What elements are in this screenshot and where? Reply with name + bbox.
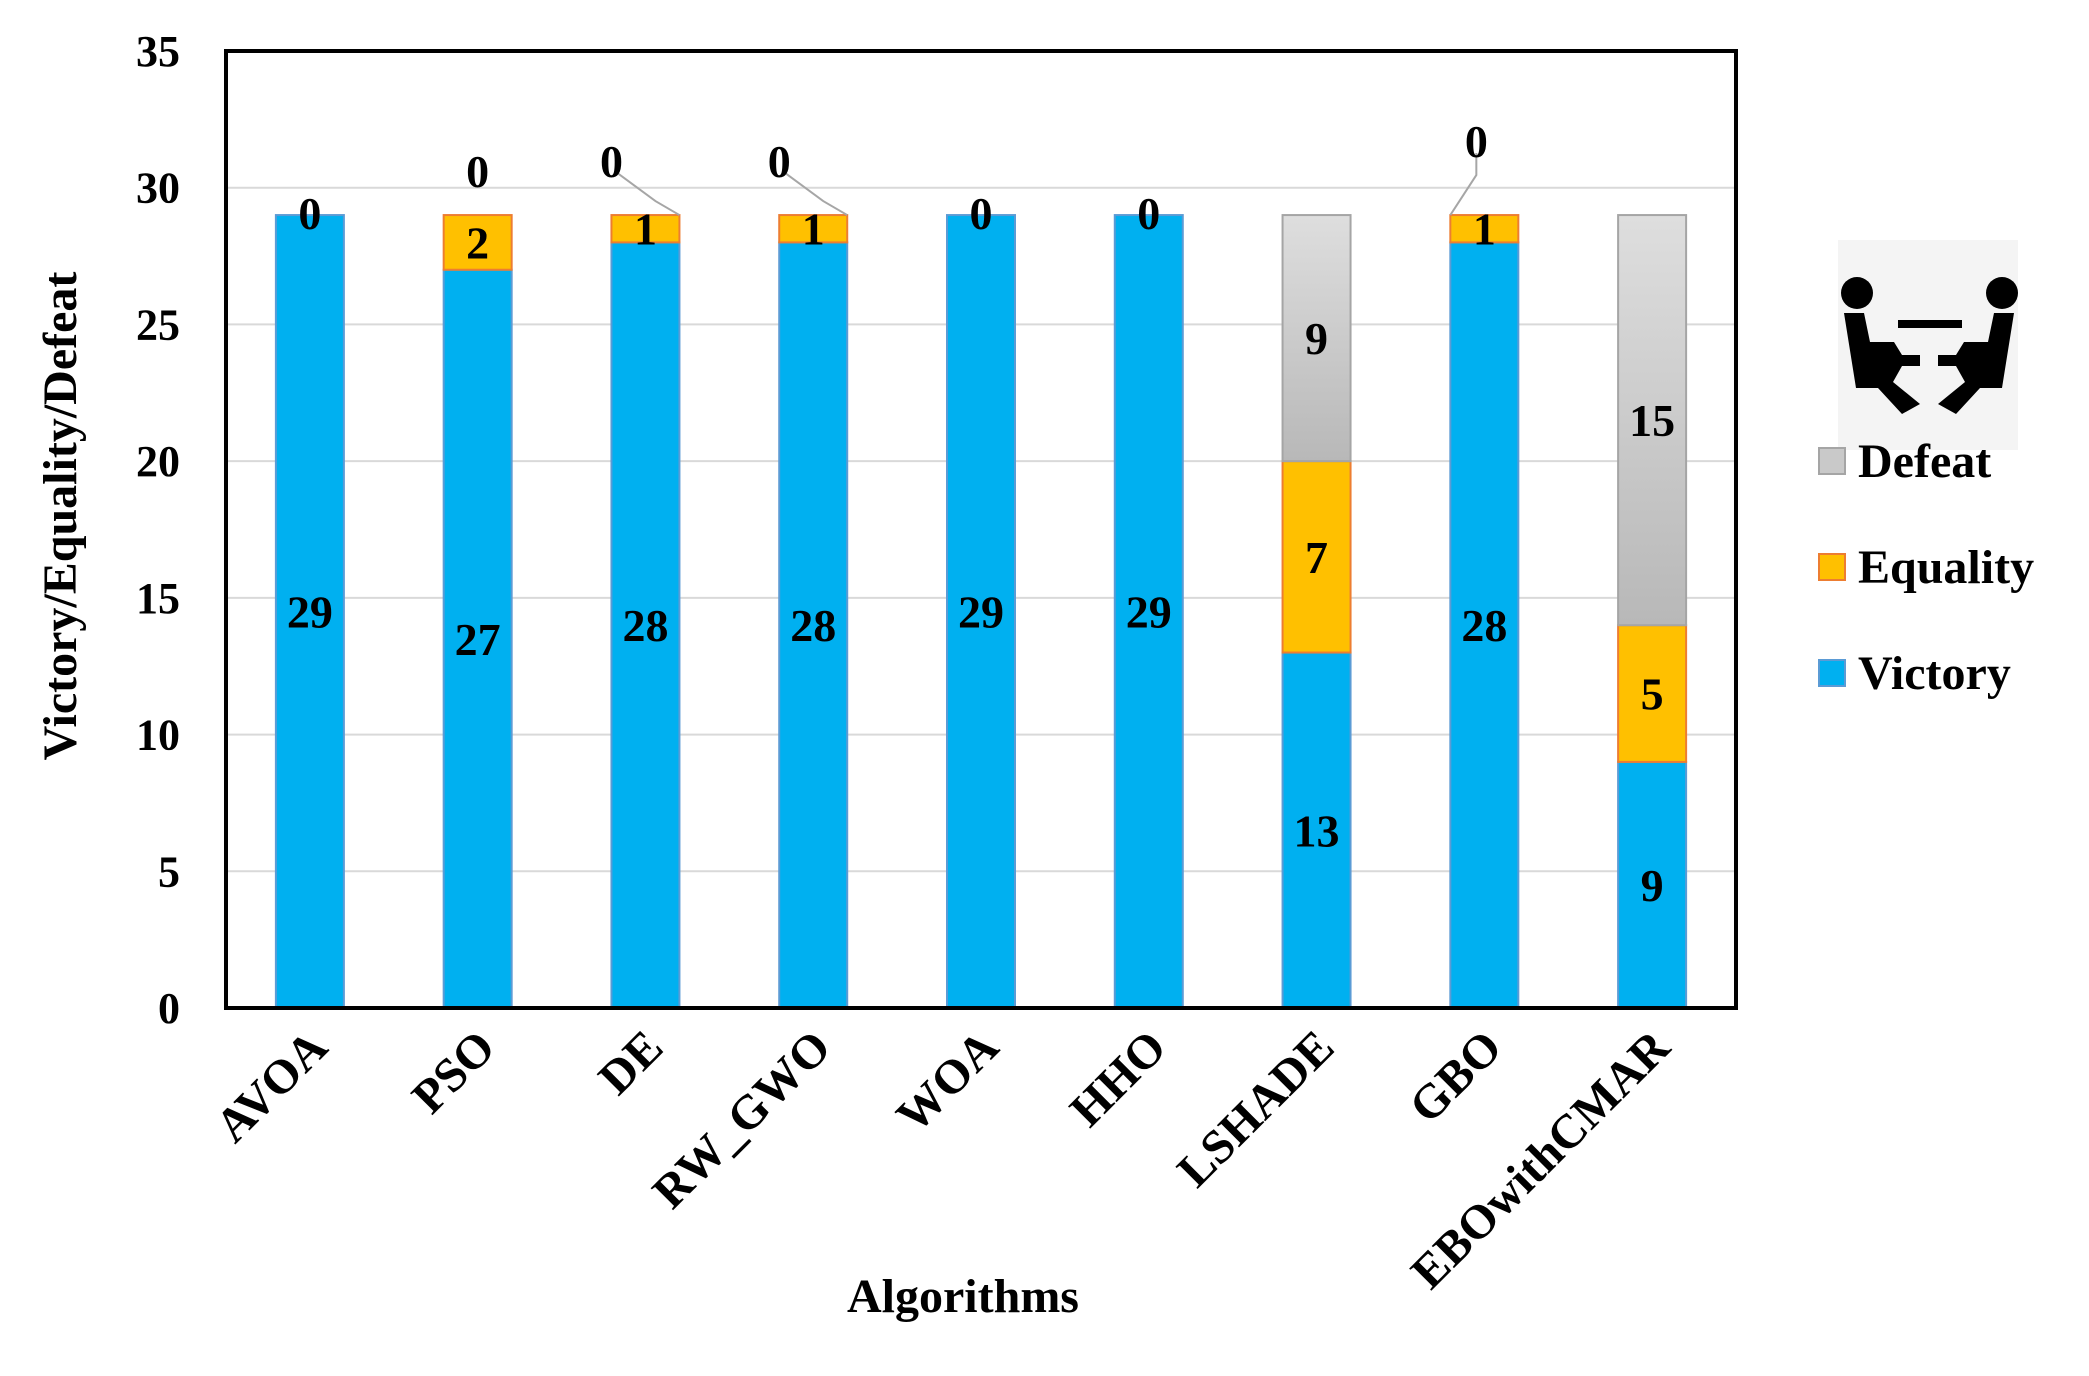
plot-area-border	[224, 49, 1738, 1010]
data-label-victory: 28	[1461, 600, 1507, 651]
data-label-victory: 29	[287, 587, 333, 638]
bar-segment-victory	[1281, 651, 1352, 1009]
bar-segment-equality	[610, 214, 681, 244]
bar-segment-equality	[442, 214, 513, 271]
bar-segment-equality	[778, 214, 849, 244]
data-label-victory: 27	[455, 614, 501, 665]
data-label-victory: 29	[1126, 587, 1172, 638]
data-label-victory: 28	[622, 600, 668, 651]
y-axis-title: Victory/Equality/Defeat	[34, 272, 87, 761]
x-tick-label: RW_GWO	[643, 1020, 841, 1218]
legend: Defeat Equality Victory	[1818, 435, 2034, 700]
data-label-victory: 29	[958, 587, 1004, 638]
data-label-equality: 1	[802, 204, 825, 255]
y-tick-label: 35	[136, 27, 180, 76]
x-tick-label: HHO	[1060, 1020, 1177, 1137]
data-label-victory: 28	[790, 600, 836, 651]
legend-swatch-equality	[1818, 553, 1846, 581]
y-tick-label: 5	[158, 847, 180, 896]
data-label-equality: 2	[466, 217, 489, 268]
x-tick-label: LSHADE	[1167, 1020, 1344, 1197]
bar-segment-victory	[442, 268, 513, 1009]
legend-swatch-victory	[1818, 659, 1846, 687]
x-axis-title: Algorithms	[847, 1270, 1079, 1323]
data-label-equality: 7	[1305, 532, 1328, 583]
tug-of-war-icon	[1838, 240, 2018, 450]
data-label-defeat: 0	[1137, 188, 1160, 239]
x-tick-label: AVOA	[205, 1020, 338, 1153]
data-label-victory: 9	[1641, 860, 1664, 911]
bar-segment-defeat	[1617, 214, 1688, 627]
y-tick-label: 25	[136, 300, 180, 349]
x-tick-label: WOA	[886, 1020, 1009, 1143]
leader-line	[784, 172, 848, 216]
y-tick-label: 20	[136, 437, 180, 486]
data-label-defeat: 0	[298, 188, 321, 239]
data-label-defeat: 0	[466, 146, 489, 197]
y-tick-label: 15	[136, 574, 180, 623]
bar-segment-victory	[946, 214, 1016, 1010]
bar-segment-equality	[1617, 624, 1688, 763]
bar-segment-victory	[1449, 241, 1520, 1009]
data-label-defeat: 15	[1629, 395, 1675, 446]
x-tick-label: DE	[589, 1020, 674, 1105]
legend-swatch-defeat	[1818, 447, 1846, 475]
data-label-defeat: 0	[1465, 116, 1488, 167]
y-axis-ticks: 0 5 10 15 20 25 30 35	[136, 27, 180, 1033]
bars-layer	[274, 214, 1688, 1010]
leader-line	[1449, 153, 1478, 216]
bar-segment-equality	[1449, 214, 1520, 244]
legend-label-defeat: Defeat	[1858, 435, 1991, 488]
bar-segment-victory	[778, 241, 849, 1009]
bar-segment-equality	[1281, 460, 1352, 654]
x-tick-label: PSO	[402, 1020, 505, 1123]
leader-line	[616, 172, 680, 216]
y-tick-label: 10	[136, 711, 180, 760]
data-label-defeat: 0	[768, 136, 791, 187]
data-label-equality: 5	[1641, 669, 1664, 720]
legend-label-victory: Victory	[1858, 647, 2011, 700]
y-tick-label: 30	[136, 164, 180, 213]
legend-label-equality: Equality	[1858, 541, 2034, 594]
data-label-defeat: 9	[1305, 313, 1328, 364]
x-tick-label: GBO	[1399, 1020, 1512, 1133]
bar-segment-defeat	[1281, 214, 1352, 463]
data-label-victory: 13	[1294, 805, 1340, 856]
y-tick-label: 0	[158, 984, 180, 1033]
data-label-equality: 1	[1473, 204, 1496, 255]
data-label-equality: 1	[634, 204, 657, 255]
data-label-defeat: 0	[600, 136, 623, 187]
data-label-defeat: 0	[970, 188, 993, 239]
bar-segment-victory	[1617, 760, 1688, 1010]
